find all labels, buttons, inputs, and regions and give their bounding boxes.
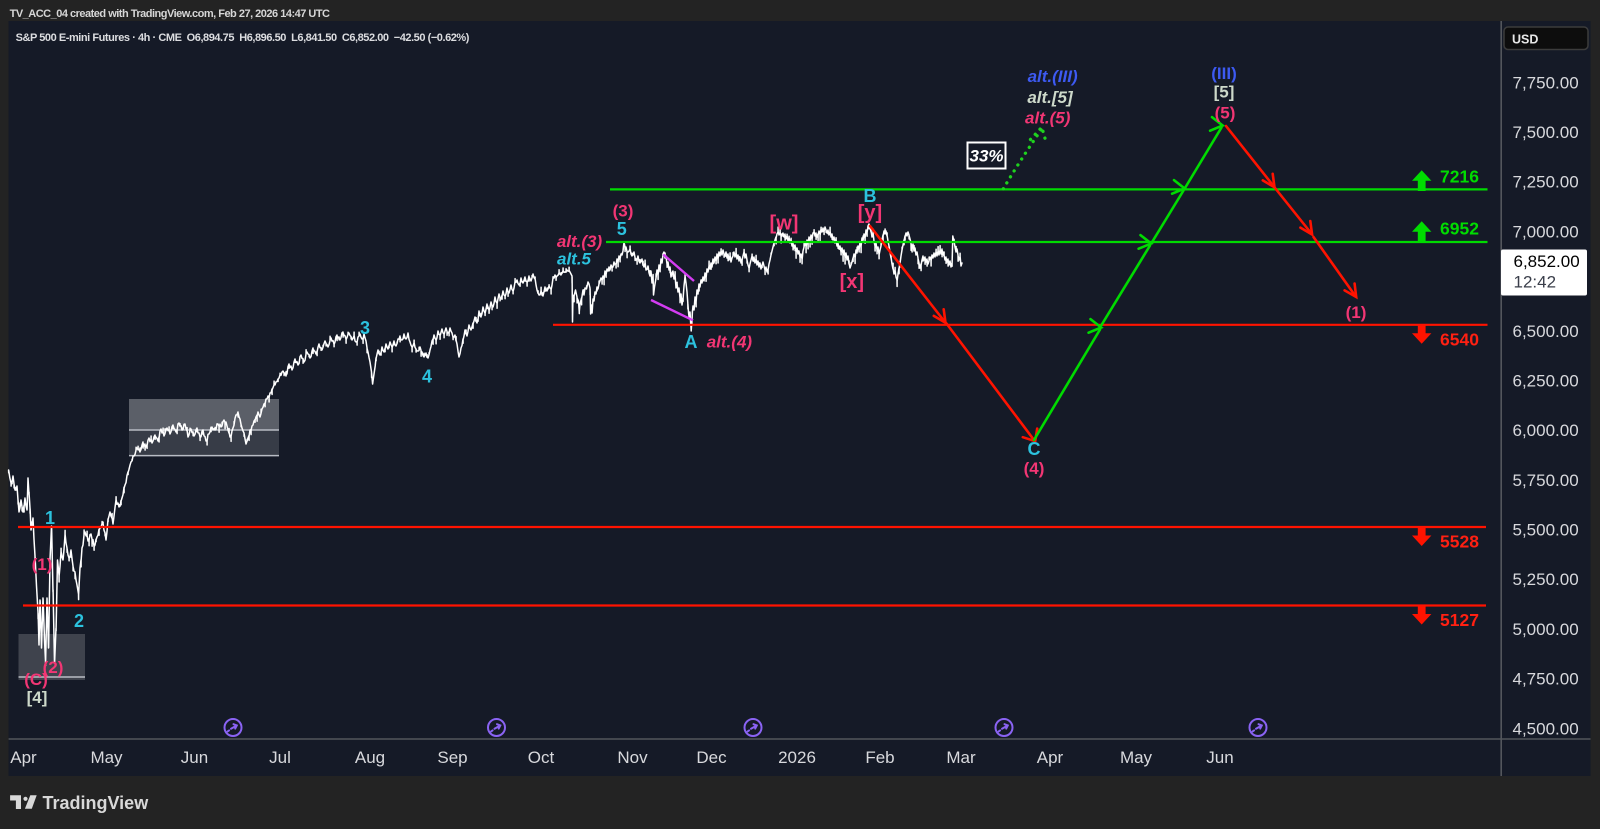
svg-text:A: A: [685, 332, 698, 352]
svg-text:alt.(3): alt.(3): [557, 232, 603, 251]
svg-text:7,000.00: 7,000.00: [1513, 222, 1579, 241]
svg-text:1: 1: [45, 508, 55, 528]
svg-text:6540: 6540: [1440, 329, 1479, 349]
svg-text:5127: 5127: [1440, 610, 1479, 630]
svg-text:Sep: Sep: [437, 748, 467, 767]
svg-text:alt.5: alt.5: [557, 250, 592, 269]
svg-text:Apr: Apr: [1037, 748, 1064, 767]
svg-text:(3): (3): [613, 202, 634, 221]
svg-text:7,500.00: 7,500.00: [1513, 123, 1579, 142]
svg-text:Feb: Feb: [865, 748, 894, 767]
svg-text:B: B: [864, 186, 877, 206]
svg-text:5: 5: [617, 219, 627, 239]
svg-text:[y]: [y]: [858, 202, 882, 224]
svg-text:May: May: [1120, 748, 1153, 767]
svg-text:33%: 33%: [969, 147, 1003, 166]
svg-text:Apr: Apr: [10, 748, 37, 767]
svg-text:(1): (1): [1346, 303, 1367, 322]
svg-text:4: 4: [422, 366, 432, 386]
svg-text:[5]: [5]: [1214, 82, 1235, 101]
svg-text:Mar: Mar: [946, 748, 976, 767]
svg-text:5,750.00: 5,750.00: [1513, 471, 1579, 490]
svg-text:5,250.00: 5,250.00: [1513, 570, 1579, 589]
svg-text:5528: 5528: [1440, 532, 1479, 552]
svg-text:alt.(5): alt.(5): [1025, 108, 1071, 127]
svg-text:2026: 2026: [778, 748, 816, 767]
svg-text:(1): (1): [32, 555, 53, 574]
svg-text:TV_ACC_04 created with Trading: TV_ACC_04 created with TradingView.com, …: [10, 8, 330, 20]
svg-text:Aug: Aug: [355, 748, 385, 767]
svg-text:12:42: 12:42: [1514, 273, 1557, 292]
svg-text:7216: 7216: [1440, 166, 1479, 186]
svg-text:6,000.00: 6,000.00: [1513, 421, 1579, 440]
svg-text:Jun: Jun: [1206, 748, 1233, 767]
svg-text:[x]: [x]: [840, 271, 864, 293]
svg-text:7,250.00: 7,250.00: [1513, 173, 1579, 192]
svg-text:Dec: Dec: [696, 748, 727, 767]
svg-text:Oct: Oct: [528, 748, 555, 767]
svg-text:Jun: Jun: [181, 748, 208, 767]
svg-text:USD: USD: [1512, 33, 1538, 47]
svg-text:(4): (4): [1024, 459, 1045, 478]
svg-text:6,500.00: 6,500.00: [1513, 322, 1579, 341]
svg-text:6,250.00: 6,250.00: [1513, 372, 1579, 391]
svg-text:C: C: [1028, 439, 1041, 459]
svg-text:4,500.00: 4,500.00: [1513, 719, 1579, 738]
svg-text:3: 3: [360, 318, 370, 338]
svg-text:6,852.00: 6,852.00: [1514, 252, 1580, 271]
svg-text:alt.(III): alt.(III): [1028, 67, 1078, 86]
svg-text:(5): (5): [1215, 103, 1236, 122]
svg-text:7,750.00: 7,750.00: [1513, 73, 1579, 92]
svg-text:5,000.00: 5,000.00: [1513, 620, 1579, 639]
svg-text:6952: 6952: [1440, 218, 1479, 238]
svg-text:(2): (2): [43, 658, 64, 677]
svg-text:5,500.00: 5,500.00: [1513, 521, 1579, 540]
svg-text:alt.(4): alt.(4): [707, 332, 753, 351]
svg-text:(III): (III): [1211, 64, 1237, 83]
svg-text:4,750.00: 4,750.00: [1513, 670, 1579, 689]
svg-text:Jul: Jul: [269, 748, 291, 767]
svg-text:[w]: [w]: [770, 212, 799, 234]
svg-text:[4]: [4]: [27, 688, 48, 707]
svg-text:S&P 500 E-mini Futures · 4h ·: S&P 500 E-mini Futures · 4h · CME O6,894…: [16, 32, 470, 44]
svg-text:2: 2: [74, 611, 84, 631]
svg-text:Nov: Nov: [617, 748, 648, 767]
svg-text:May: May: [90, 748, 123, 767]
svg-text:alt.[5]: alt.[5]: [1027, 88, 1074, 107]
svg-text:TradingView: TradingView: [43, 793, 150, 813]
svg-text:(C): (C): [24, 670, 48, 689]
